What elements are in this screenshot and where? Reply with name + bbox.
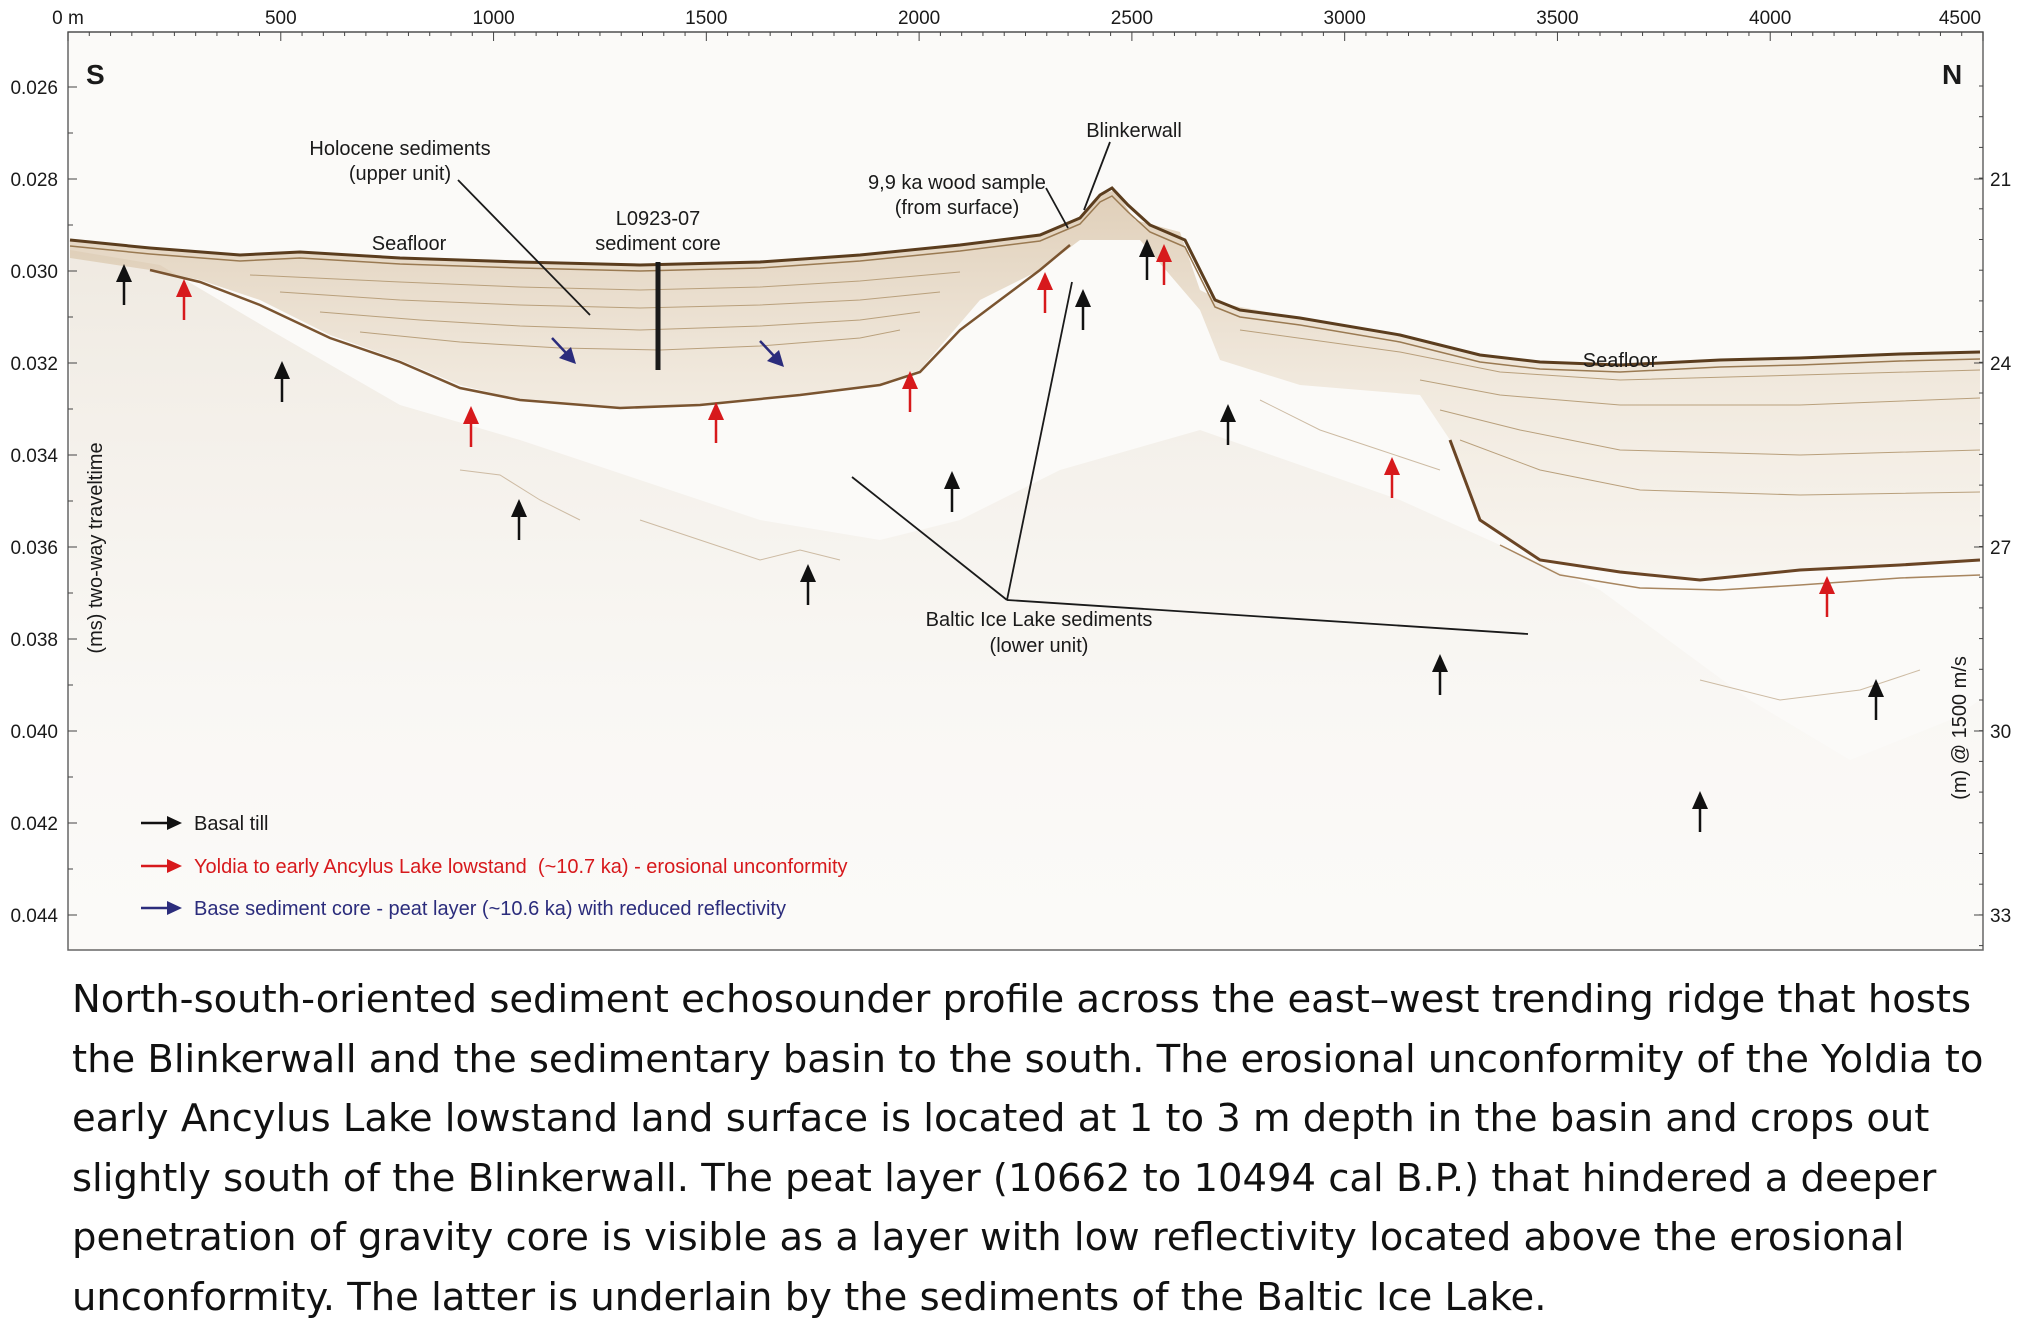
- unconformity-arrow: [1037, 272, 1053, 313]
- unconformity-arrow: [1819, 576, 1835, 617]
- core-sublabel: sediment core: [595, 233, 721, 255]
- legend-item-peat-layer: Base sediment core - peat layer (~10.6 k…: [141, 898, 786, 920]
- baltic-ice-lake-sublabel: (lower unit): [990, 635, 1089, 657]
- legend-item-basal-till: Basal till: [141, 813, 268, 835]
- top-axis-tick-label: 3000: [1324, 8, 1366, 29]
- figure-caption: North-south-oriented sediment echosounde…: [72, 977, 1984, 1320]
- unconformity-arrow: [708, 402, 724, 443]
- core-label: L0923-07: [616, 208, 701, 230]
- top-axis-tick-label: 4000: [1749, 8, 1791, 29]
- basal-till-arrow: [511, 499, 527, 540]
- echosounder-profile-figure: 0 m 500 1000 1500 2000 2500 3000 3500 40…: [10, 8, 2012, 951]
- basal-till-arrow: [116, 264, 132, 305]
- wood-sample-label: 9,9 ka wood sample: [868, 172, 1046, 194]
- holocene-label: Holocene sediments: [309, 138, 490, 160]
- basal-till-arrow: [1075, 289, 1091, 330]
- holocene-layering: [249, 271, 1981, 496]
- left-axis-tick-label: 0.028: [10, 170, 58, 191]
- left-axis-tick-label: 0.034: [10, 446, 58, 467]
- left-axis-tick-label: 0.026: [10, 78, 58, 99]
- right-axis-tick-label: 33: [1990, 906, 2011, 927]
- left-axis-tick-label: 0.042: [10, 814, 58, 835]
- top-axis-tick-label: 1000: [472, 8, 514, 29]
- right-axis-title: (m) @ 1500 m/s: [1949, 656, 1971, 800]
- top-axis-tick-label: 500: [265, 8, 297, 29]
- unconformity-arrow: [1156, 244, 1172, 285]
- annotation-leaders: [457, 141, 1529, 635]
- lower-unit-reflectors: [459, 399, 1921, 701]
- basal-till-arrow: [274, 361, 290, 402]
- basal-till-arrow: [1692, 791, 1708, 832]
- left-axis-tick-label: 0.030: [10, 262, 58, 283]
- unconformity-arrows: [176, 244, 1835, 617]
- holocene-sublabel: (upper unit): [349, 163, 451, 185]
- top-axis-tick-label: 4500: [1939, 8, 1981, 29]
- basal-till-arrow: [1432, 654, 1448, 695]
- top-axis-origin-label: 0 m: [52, 8, 84, 29]
- legend-label: Base sediment core - peat layer (~10.6 k…: [194, 898, 786, 920]
- peat-layer-arrow: [759, 340, 784, 367]
- legend-item-unconformity: Yoldia to early Ancylus Lake lowstand (~…: [141, 856, 848, 878]
- left-axis-tick-label: 0.038: [10, 630, 58, 651]
- direction-north: N: [1942, 59, 1962, 90]
- left-axis-tick-label: 0.044: [10, 906, 58, 927]
- erosional-unconformity: [149, 244, 1071, 410]
- seafloor-reflector: [69, 186, 1981, 367]
- direction-south: S: [86, 59, 105, 90]
- left-axis-title: (ms) two-way traveltime: [85, 442, 107, 653]
- basin-base-reflector-echo: [1499, 544, 1981, 591]
- basal-till-arrow: [1139, 239, 1155, 280]
- right-axis-tick-label: 30: [1990, 722, 2011, 743]
- unconformity-arrow: [1384, 457, 1400, 498]
- legend: Basal till Yoldia to early Ancylus Lake …: [141, 813, 848, 920]
- basal-till-arrow: [800, 564, 816, 605]
- unconformity-arrow: [463, 406, 479, 447]
- seafloor-reflector-echo: [69, 195, 1981, 373]
- top-axis: 0 m 500 1000 1500 2000 2500 3000 3500 40…: [52, 8, 1984, 41]
- basal-till-arrows: [116, 239, 1884, 832]
- left-axis-tick-label: 0.036: [10, 538, 58, 559]
- lower-unit-texture: [70, 250, 1980, 950]
- seafloor-left-label: Seafloor: [372, 233, 447, 255]
- seafloor-right-label: Seafloor: [1583, 350, 1658, 372]
- basal-till-arrow: [944, 471, 960, 512]
- right-axis: 21 24 27 30 33 (m) @ 1500 m/s: [1949, 85, 2012, 947]
- basal-till-arrow: [1220, 404, 1236, 445]
- left-axis: 0.026 0.028 0.030 0.032 0.034 0.036 0.03…: [10, 78, 107, 927]
- left-axis-tick-label: 0.032: [10, 354, 58, 375]
- basal-till-arrow: [1868, 679, 1884, 720]
- basin-base-reflector: [1448, 439, 1981, 582]
- top-axis-tick-label: 1500: [685, 8, 727, 29]
- legend-label: Basal till: [194, 813, 268, 835]
- wood-sample-sublabel: (from surface): [895, 197, 1019, 219]
- left-axis-tick-label: 0.040: [10, 722, 58, 743]
- baltic-ice-lake-label: Baltic Ice Lake sediments: [926, 609, 1153, 631]
- right-axis-tick-label: 27: [1990, 538, 2011, 559]
- right-axis-tick-label: 24: [1990, 354, 2012, 375]
- peat-layer-arrow: [551, 337, 576, 364]
- right-axis-tick-label: 21: [1990, 170, 2011, 191]
- legend-label: Yoldia to early Ancylus Lake lowstand (~…: [194, 856, 848, 878]
- blinkerwall-label: Blinkerwall: [1086, 120, 1182, 142]
- top-axis-tick-label: 2500: [1111, 8, 1153, 29]
- peat-layer-arrows: [551, 337, 784, 367]
- unconformity-arrow: [176, 279, 192, 320]
- annotations: Holocene sediments (upper unit) L0923-07…: [309, 120, 1657, 657]
- unconformity-arrow: [902, 371, 918, 412]
- top-axis-tick-label: 3500: [1536, 8, 1578, 29]
- top-axis-tick-label: 2000: [898, 8, 940, 29]
